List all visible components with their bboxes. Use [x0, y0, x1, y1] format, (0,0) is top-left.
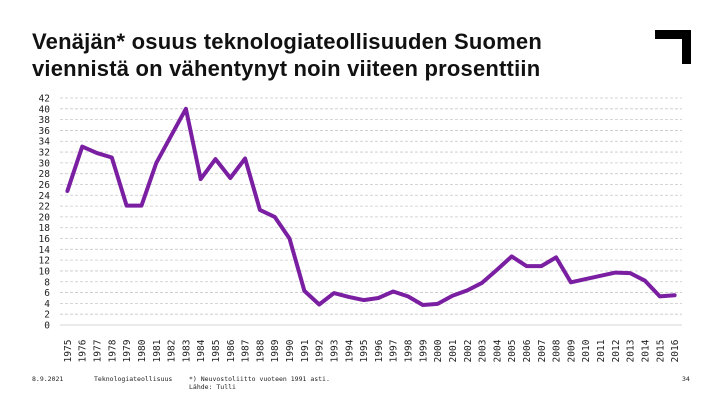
x-tick-label: 2006 — [522, 339, 533, 362]
x-tick-label: 2009 — [566, 339, 577, 362]
x-tick-label: 1983 — [181, 340, 192, 363]
chart-grid — [60, 97, 682, 326]
x-tick-label: 1987 — [241, 340, 252, 363]
x-tick-label: 2013 — [626, 340, 637, 363]
x-tick-label: 1991 — [300, 339, 311, 362]
y-tick-label: 0 — [44, 321, 50, 332]
x-tick-label: 1989 — [270, 339, 281, 362]
x-tick-label: 2000 — [433, 339, 444, 362]
y-tick-label: 18 — [39, 223, 51, 234]
x-axis-ticks: 1975 1976 1977 1978 1979 1980 1981 1982 1983 1984… — [63, 339, 681, 362]
x-tick-label: 2010 — [581, 339, 592, 362]
chart-title-line-2: viennistä on vähentynyt noin viiteen pro… — [32, 56, 541, 81]
x-tick-label: 1990 — [285, 339, 296, 362]
footer-note-line-1: *) Neuvostoliitto vuoteen 1991 asti. — [189, 375, 330, 383]
footer-note: *) Neuvostoliitto vuoteen 1991 asti. Läh… — [189, 375, 330, 391]
x-tick-label: 1984 — [196, 339, 207, 362]
page-number: 34 — [682, 375, 690, 383]
chart-series — [65, 106, 677, 307]
y-tick-label: 22 — [39, 202, 50, 213]
y-tick-label: 14 — [39, 245, 51, 256]
x-tick-label: 1977 — [93, 340, 104, 363]
y-tick-label: 34 — [39, 137, 51, 148]
chart-title: Venäjän* osuus teknologiateollisuuden Su… — [32, 28, 642, 82]
x-tick-label: 2002 — [463, 340, 474, 363]
y-tick-label: 42 — [39, 94, 50, 105]
y-tick-label: 10 — [39, 266, 51, 277]
x-tick-label: 2005 — [507, 340, 518, 363]
x-tick-label: 2011 — [596, 339, 607, 362]
x-tick-label: 2012 — [611, 340, 622, 363]
y-tick-label: 36 — [39, 126, 51, 137]
y-tick-label: 26 — [39, 180, 51, 191]
x-tick-label: 1997 — [389, 340, 400, 363]
x-tick-label: 1993 — [329, 340, 340, 363]
y-tick-label: 30 — [39, 158, 51, 169]
x-tick-label: 2014 — [640, 339, 651, 362]
x-tick-label: 1988 — [255, 339, 266, 362]
x-tick-label: 1982 — [167, 340, 178, 363]
x-tick-label: 1978 — [107, 339, 118, 362]
y-tick-label: 28 — [39, 169, 51, 180]
x-tick-label: 1998 — [404, 339, 415, 362]
y-tick-label: 16 — [39, 234, 51, 245]
y-tick-label: 24 — [39, 191, 51, 202]
y-tick-label: 4 — [44, 299, 50, 310]
x-tick-label: 1976 — [78, 339, 89, 362]
x-tick-label: 1985 — [211, 340, 222, 363]
x-tick-label: 1994 — [344, 339, 355, 362]
x-tick-label: 1992 — [315, 340, 326, 363]
y-tick-label: 20 — [39, 212, 51, 223]
x-tick-label: 2007 — [537, 340, 548, 363]
x-tick-label: 2003 — [478, 340, 489, 363]
brand-logo — [655, 30, 691, 64]
x-tick-label: 1979 — [122, 339, 133, 362]
series-line — [65, 106, 677, 307]
x-tick-label: 1980 — [137, 339, 148, 362]
footer-organization: Teknologiateollisuus — [94, 375, 173, 383]
x-tick-label: 2008 — [552, 339, 563, 362]
x-tick-label: 1995 — [359, 340, 370, 363]
x-tick-label: 1975 — [63, 340, 74, 363]
y-tick-label: 40 — [39, 104, 51, 115]
y-tick-label: 38 — [39, 115, 51, 126]
x-tick-label: 2004 — [492, 339, 503, 362]
y-tick-label: 2 — [44, 310, 50, 321]
footer-source: Lähde: Tulli — [189, 383, 236, 391]
footer-date: 8.9.2021 — [32, 375, 64, 383]
x-tick-label: 2016 — [670, 339, 681, 362]
x-tick-label: 2015 — [655, 340, 666, 363]
x-tick-label: 1986 — [226, 339, 237, 362]
x-tick-label: 1999 — [418, 339, 429, 362]
x-tick-label: 2001 — [448, 339, 459, 362]
y-tick-label: 8 — [44, 277, 50, 288]
y-tick-label: 12 — [39, 256, 50, 267]
y-tick-label: 32 — [39, 148, 50, 159]
y-tick-label: 6 — [44, 288, 50, 299]
x-tick-label: 1996 — [374, 339, 385, 362]
x-tick-label: 1981 — [152, 339, 163, 362]
chart-title-line-1: Venäjän* osuus teknologiateollisuuden Su… — [32, 29, 542, 54]
